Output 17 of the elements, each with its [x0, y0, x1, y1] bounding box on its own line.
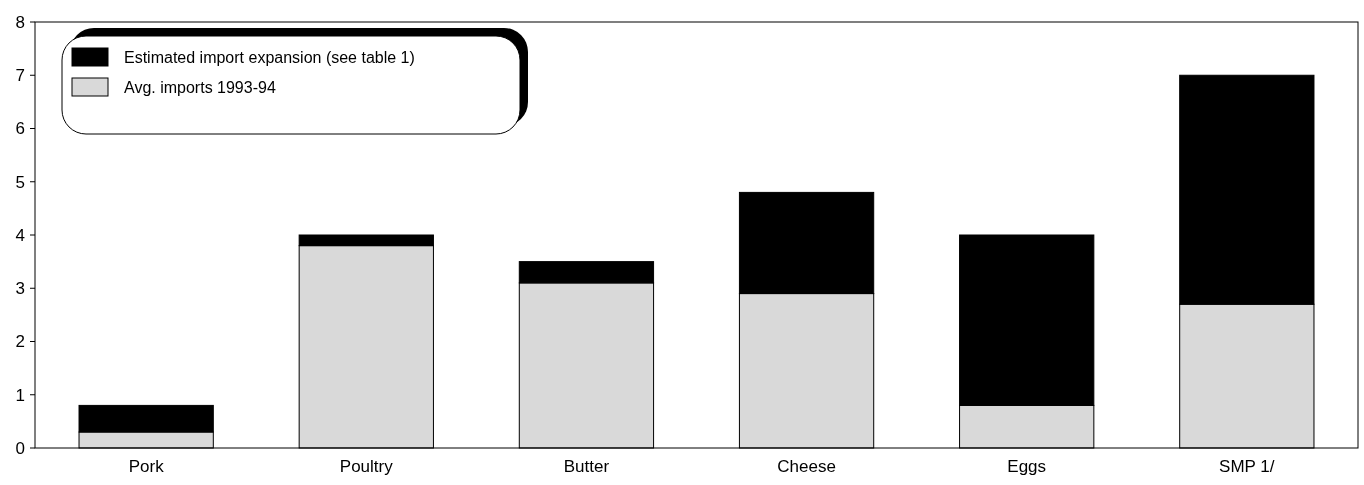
x-tick-label: SMP 1/	[1219, 457, 1275, 476]
y-tick-label: 6	[15, 119, 25, 139]
y-tick-label: 4	[15, 225, 25, 245]
y-tick-label: 0	[15, 438, 25, 458]
x-tick-label: Eggs	[1007, 457, 1047, 476]
x-tick-label: Poultry	[339, 457, 394, 476]
y-tick-label: 8	[15, 12, 25, 32]
y-tick-label: 2	[15, 332, 25, 352]
y-tick-label: 7	[15, 66, 25, 86]
y-tick-label: 1	[15, 385, 25, 405]
x-tick-label: Cheese	[777, 457, 836, 476]
legend-label: Estimated import expansion (see table 1)	[124, 48, 415, 66]
y-tick-label: 5	[15, 172, 25, 192]
y-tick-label: 3	[15, 279, 25, 299]
x-tick-label: Butter	[563, 457, 610, 476]
x-tick-label: Pork	[128, 457, 165, 476]
legend-label: Avg. imports 1993-94	[124, 78, 276, 96]
